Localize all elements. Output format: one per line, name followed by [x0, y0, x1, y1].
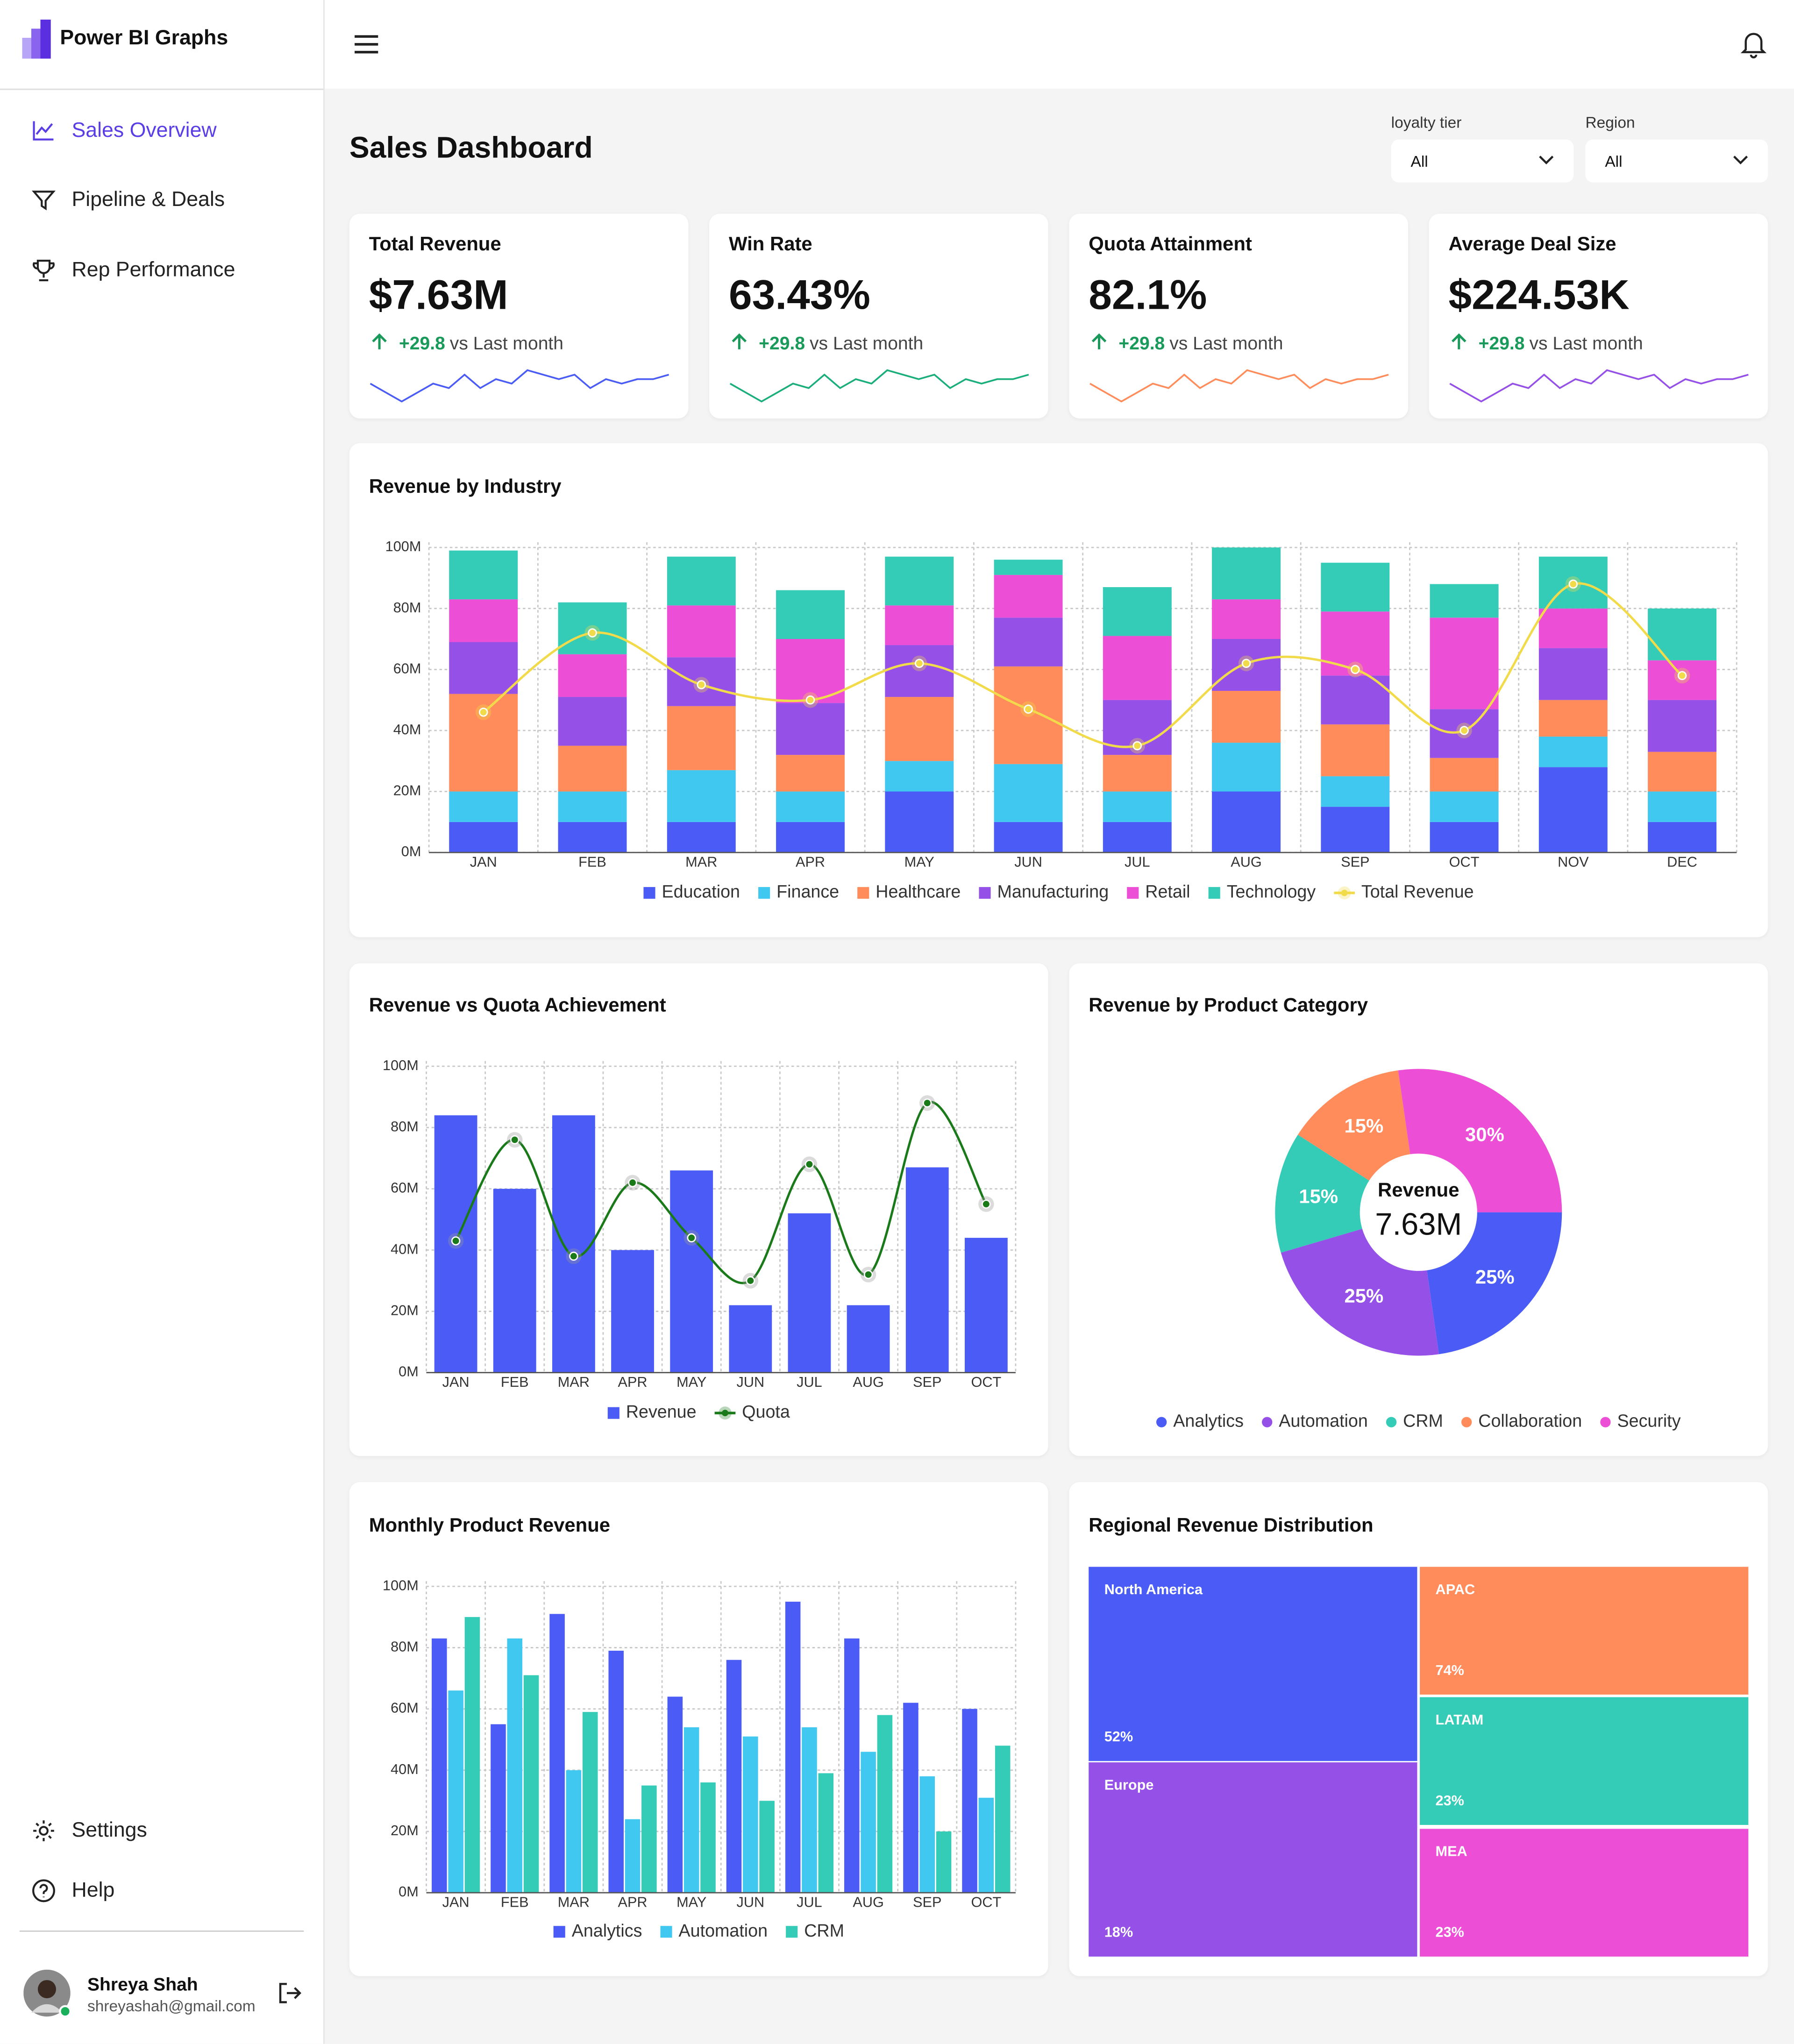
nav-item[interactable]: Pipeline & Deals: [0, 175, 325, 227]
chevron: [1539, 156, 1554, 164]
nav-icon: [33, 260, 55, 282]
logout-button[interactable]: [277, 1980, 303, 2006]
kpi-card: Quota Attainment 82.1% +29.8 vs Last month: [1069, 213, 1408, 419]
filter-label: Region: [1585, 113, 1635, 132]
nav-icon: [33, 121, 54, 141]
sparkline: [1089, 369, 1389, 403]
kpi-comparison: vs Last month: [1169, 332, 1283, 354]
filter-dropdown[interactable]: All: [1585, 139, 1768, 183]
nav-icon: [32, 191, 56, 211]
notifications-button[interactable]: [1740, 30, 1767, 58]
sparkline-line: [370, 369, 669, 403]
nav-label: Sales Overview: [71, 120, 217, 142]
nav-label: Settings: [71, 1819, 147, 1842]
brand: Power BI Graphs: [60, 27, 228, 50]
sidebar-divider: [19, 1930, 304, 1932]
nav-item[interactable]: Settings: [0, 1805, 325, 1858]
chart-card: [1069, 963, 1768, 1456]
kpi-value: 63.43%: [729, 271, 870, 318]
nav-label: Rep Performance: [71, 259, 235, 282]
kpi-card: Average Deal Size $224.53K +29.8 vs Last mo…: [1429, 213, 1768, 419]
sparkline-line: [1089, 369, 1389, 403]
avatar: [23, 1969, 71, 2018]
kpi-title: Quota Attainment: [1089, 233, 1252, 256]
chart-card: [349, 963, 1048, 1456]
filter-value: All: [1605, 152, 1623, 171]
user-email: shreyashah@gmail.com: [87, 1997, 256, 2016]
logo: [22, 19, 51, 59]
chart-card: [349, 1482, 1048, 1976]
filter-dropdown[interactable]: All: [1391, 139, 1574, 183]
user-name: Shreya Shah: [87, 1973, 198, 1994]
nav-label: Pipeline & Deals: [71, 189, 225, 212]
kpi-value: 82.1%: [1089, 271, 1207, 318]
topbar: [324, 0, 1794, 89]
kpi-change: +29.8: [1118, 332, 1165, 354]
up-arrow: [372, 333, 387, 349]
kpi-comparison: vs Last month: [1529, 332, 1643, 354]
filter-value: All: [1410, 152, 1428, 171]
nav-item[interactable]: Rep Performance: [0, 245, 325, 298]
nav-item[interactable]: Sales Overview: [0, 106, 325, 158]
kpi-comparison: vs Last month: [810, 332, 924, 354]
up-arrow: [732, 333, 747, 349]
sparkline-line: [1449, 369, 1749, 403]
kpi-title: Total Revenue: [369, 233, 501, 256]
kpi-value: $224.53K: [1448, 271, 1630, 318]
kpi-value: $7.63M: [369, 271, 508, 318]
kpi-change: +29.8: [759, 332, 805, 354]
up-arrow: [1091, 333, 1107, 349]
nav-icon: [33, 1820, 54, 1841]
chart-card: [1069, 1482, 1768, 1976]
sparkline-line: [729, 369, 1029, 403]
kpi-change: +29.8: [1478, 332, 1525, 354]
kpi-card: Total Revenue $7.63M +29.8 vs Last month: [349, 213, 689, 419]
kpi-title: Average Deal Size: [1448, 233, 1616, 256]
kpi-comparison: vs Last month: [449, 332, 564, 354]
filter-label: loyalty tier: [1391, 113, 1462, 132]
sparkline: [370, 369, 669, 403]
up-arrow: [1452, 333, 1467, 349]
page-title: Sales Dashboard: [349, 130, 593, 164]
sidebar: [0, 0, 325, 2044]
kpi-change: +29.8: [399, 332, 445, 354]
nav-item[interactable]: Help: [0, 1865, 325, 1917]
sidebar-divider: [0, 88, 324, 90]
nav-icon: [32, 1879, 55, 1902]
nav-label: Help: [71, 1880, 115, 1902]
sparkline: [1449, 369, 1749, 403]
kpi-title: Win Rate: [729, 233, 812, 256]
sparkline: [729, 369, 1029, 403]
kpi-card: Win Rate 63.43% +29.8 vs Last month: [709, 213, 1048, 419]
chevron: [1733, 156, 1748, 164]
menu-button[interactable]: [353, 34, 379, 55]
chart-card: [349, 443, 1768, 937]
